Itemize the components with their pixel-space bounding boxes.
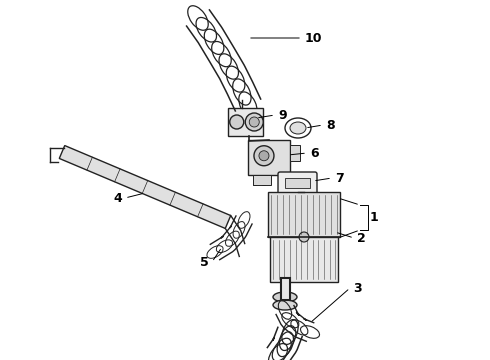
Circle shape [249, 117, 259, 127]
Ellipse shape [290, 122, 306, 134]
Text: 8: 8 [326, 118, 335, 131]
Bar [285, 178, 310, 188]
Ellipse shape [273, 292, 297, 302]
Text: 3: 3 [353, 282, 362, 294]
Polygon shape [59, 145, 231, 229]
Text: 1: 1 [370, 211, 379, 224]
FancyBboxPatch shape [278, 172, 317, 194]
Circle shape [259, 151, 269, 161]
Bar [253, 175, 271, 185]
Text: 5: 5 [200, 256, 209, 269]
Text: 6: 6 [310, 147, 318, 159]
Text: 10: 10 [305, 32, 322, 45]
Bar [270, 237, 338, 282]
Text: 9: 9 [278, 108, 287, 122]
Bar [290, 145, 300, 161]
Bar [248, 140, 290, 175]
Bar [228, 108, 263, 136]
Circle shape [245, 113, 263, 131]
Text: 4: 4 [113, 192, 122, 204]
Circle shape [230, 115, 244, 129]
Text: 7: 7 [335, 171, 344, 185]
Circle shape [299, 232, 309, 242]
Ellipse shape [273, 300, 297, 310]
Circle shape [254, 146, 274, 166]
Text: 2: 2 [357, 231, 366, 244]
Bar [268, 192, 340, 237]
